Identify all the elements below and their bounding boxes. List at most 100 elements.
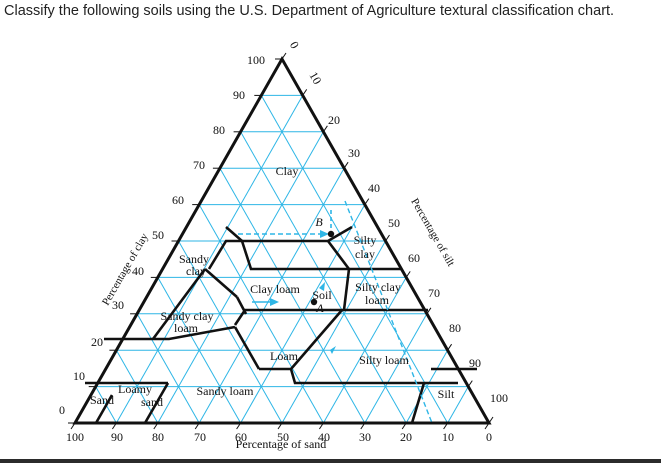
sample-a-label-2: A <box>315 301 324 315</box>
silt-tick-mark <box>405 271 411 278</box>
silt-tick-mark <box>364 198 370 205</box>
region-silt-loam: Silty loam <box>359 353 409 367</box>
sand-tick-mark <box>70 422 76 430</box>
sand-tick-mark <box>194 422 200 430</box>
silty-clay-boundary <box>326 240 351 270</box>
silt-tick: 40 <box>368 181 380 195</box>
sandy-clay-loam-right <box>204 268 238 298</box>
region-sandy-clay-1: Sandy <box>179 252 209 266</box>
region-clay-loam: Clay loam <box>250 282 300 296</box>
sand-tick: 60 <box>235 430 247 444</box>
sample-a-arrow <box>270 298 279 306</box>
sand-tick-mark <box>111 422 117 430</box>
region-sandy-clay-2: clay <box>186 264 206 278</box>
region-sandy-loam: Sandy loam <box>197 384 255 398</box>
clay-tick: 20 <box>91 335 103 349</box>
sand-tick: 70 <box>194 430 206 444</box>
silt-grid-line <box>322 277 407 424</box>
sandy-clay-edge <box>151 268 207 340</box>
sand-tick-mark <box>401 422 407 430</box>
clay-tick: 10 <box>73 369 85 383</box>
region-loamy-sand-1: Loamy <box>118 382 152 396</box>
sand-tick: 50 <box>277 430 289 444</box>
silt-tick-mark <box>322 125 328 133</box>
silt-tick-mark <box>467 380 473 387</box>
silt-tick: 10 <box>306 69 324 86</box>
sand-tick: 20 <box>400 430 412 444</box>
silt-tick: 50 <box>388 216 400 230</box>
sample-b-point <box>327 230 335 238</box>
region-silt: Silt <box>438 387 455 401</box>
loam-right <box>290 309 343 370</box>
loam-bottom <box>259 367 300 385</box>
sand-grid-line <box>178 240 283 424</box>
region-sand: Sand <box>90 393 114 407</box>
region-silty-clay-1: Silty <box>354 233 377 247</box>
sandy-clay-loam-bottom <box>104 325 236 341</box>
sand-tick: 40 <box>318 430 330 444</box>
sample-points <box>238 200 433 424</box>
sand-tick-mark <box>318 422 324 430</box>
silt-tick: 70 <box>428 286 440 300</box>
silt-tick: 30 <box>348 146 360 160</box>
bottom-rule <box>0 459 661 463</box>
region-sandy-clay-loam-2: loam <box>174 321 199 335</box>
sample-a-label-1: Soil <box>312 288 332 302</box>
silt-grid-line <box>115 95 304 424</box>
sand-tick-mark <box>236 422 242 430</box>
sand-grid-line <box>157 277 242 424</box>
silt-tick-mark <box>385 234 390 242</box>
silt-tick: 90 <box>469 356 481 370</box>
question-text: Classify the following soils using the U… <box>4 3 615 19</box>
sand-tick-labels: 100 90 80 70 60 50 40 30 20 10 0 <box>66 430 492 444</box>
sandy-clay-loam-left <box>235 296 248 315</box>
sand-tick: 0 <box>486 430 492 444</box>
sand-tick: 10 <box>442 430 454 444</box>
clay-tick: 90 <box>233 88 245 102</box>
clay-tick: 70 <box>193 158 205 172</box>
sand-tick-mark <box>484 422 490 430</box>
silt-tick: 80 <box>449 321 461 335</box>
region-silty-clay-loam-2: loam <box>365 293 390 307</box>
loam-left <box>233 326 261 370</box>
clay-tick-labels: 0 10 20 30 40 50 60 70 80 90 100 <box>59 53 265 417</box>
sand-tick: 30 <box>359 430 371 444</box>
silt-tick: 0 <box>287 39 302 51</box>
sand-right <box>94 394 114 424</box>
sample-b-label: B <box>315 215 323 229</box>
clay-tick: 30 <box>112 298 124 312</box>
silt-grid-line <box>405 349 449 424</box>
silt-tick-mark <box>302 89 308 96</box>
clay-tick: 50 <box>152 228 164 242</box>
clay-tick: 40 <box>132 264 144 278</box>
grid-lines <box>95 94 469 424</box>
region-sandy-clay-loam-1: Sandy clay <box>161 309 214 323</box>
sand-tick: 100 <box>66 430 84 444</box>
silt-tick: 20 <box>328 113 340 127</box>
axis-ticks <box>68 52 494 430</box>
region-silty-clay-loam-1: Silty clay <box>355 280 401 294</box>
sample-b-arrow <box>320 230 329 238</box>
sand-grid-line <box>260 95 449 424</box>
silty-clay-loam-left <box>342 268 351 311</box>
silt-tick-mark <box>488 416 494 424</box>
sand-tick: 80 <box>152 430 164 444</box>
silt-grid-line <box>447 386 469 424</box>
clay-tick: 80 <box>213 123 225 137</box>
sand-tick-mark <box>443 422 449 430</box>
sand-tick-mark <box>360 422 366 430</box>
clay-tick: 60 <box>172 193 184 207</box>
sand-tick: 90 <box>111 430 123 444</box>
silt-grid-line <box>198 167 345 424</box>
region-silty-clay-2: clay <box>355 247 375 261</box>
silt-tick-mark <box>447 343 453 351</box>
sand-tick-mark <box>277 422 283 430</box>
clay-boundary <box>225 225 353 243</box>
silt-left <box>410 382 426 424</box>
region-loamy-sand-2: sand <box>141 395 163 409</box>
sand-grid-line <box>136 313 200 424</box>
sample-a-point <box>310 298 318 306</box>
region-loam: Loam <box>270 349 299 363</box>
sand-tick-mark <box>153 422 159 430</box>
